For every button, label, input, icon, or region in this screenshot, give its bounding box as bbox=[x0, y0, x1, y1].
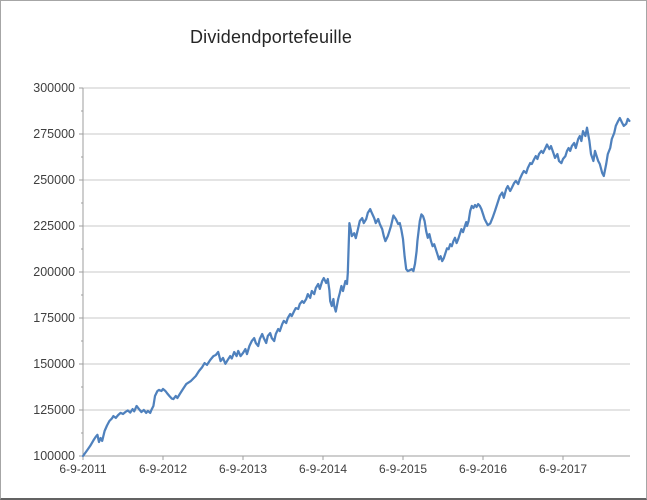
y-axis-tick-label: 300000 bbox=[33, 81, 75, 95]
x-axis-tick-label: 6-9-2017 bbox=[539, 462, 587, 476]
x-axis-tick-label: 6-9-2016 bbox=[459, 462, 507, 476]
y-axis-tick-label: 125000 bbox=[33, 403, 75, 417]
y-axis-tick-label: 225000 bbox=[33, 219, 75, 233]
x-axis-tick-label: 6-9-2013 bbox=[219, 462, 267, 476]
y-axis-tick-label: 250000 bbox=[33, 173, 75, 187]
chart-title: Dividendportefeuille bbox=[189, 27, 353, 47]
y-axis-tick-label: 100000 bbox=[33, 449, 75, 463]
x-axis-tick-label: 6-9-2012 bbox=[139, 462, 187, 476]
y-axis-tick-label: 200000 bbox=[33, 265, 75, 279]
y-axis-tick-label: 275000 bbox=[33, 127, 75, 141]
series-line bbox=[81, 116, 631, 458]
x-axis-tick-label: 6-9-2011 bbox=[59, 462, 106, 476]
y-axis-tick-label: 150000 bbox=[33, 357, 75, 371]
x-axis-tick-label: 6-9-2014 bbox=[299, 462, 347, 476]
x-axis-tick-label: 6-9-2015 bbox=[379, 462, 427, 476]
y-axis-tick-label: 175000 bbox=[33, 311, 75, 325]
